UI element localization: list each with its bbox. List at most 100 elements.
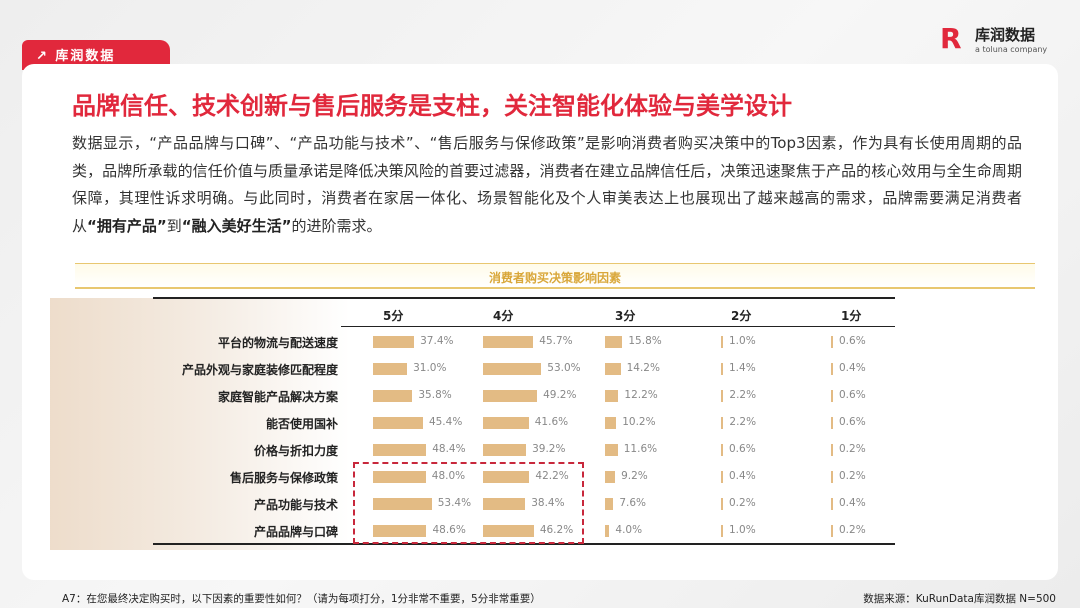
bar [373,444,427,456]
para-bold: “融入美好生活” [181,216,292,235]
column-header: 2分 [731,309,752,323]
chart-title: 消费者购买决策影响因素 [488,271,621,285]
bar [831,363,833,375]
para-text: 数据显示，“产品品牌与口碑”、“产品功能与技术”、“售后服务与保修政策”是影响消… [72,134,1022,235]
column-header: 1分 [841,309,862,323]
bar [721,417,724,429]
bar [721,390,724,402]
bar [373,363,408,375]
category-label: 能否使用国补 [265,417,338,431]
data-label: 49.2% [543,389,577,401]
brand-tag-label: 库润数据 [55,49,116,64]
data-label: 53.0% [547,362,581,374]
data-label: 0.6% [839,335,866,347]
bar [373,417,423,429]
data-label: 37.4% [420,335,454,347]
bar [373,525,427,537]
bar [483,417,529,429]
category-label: 产品功能与技术 [253,498,338,512]
data-label: 0.6% [729,443,756,455]
data-label: 45.7% [539,335,573,347]
data-label: 38.4% [531,497,565,509]
summary-paragraph: 数据显示，“产品品牌与口碑”、“产品功能与技术”、“售后服务与保修政策”是影响消… [72,130,1022,240]
bar [831,417,833,429]
data-label: 53.4% [437,497,472,509]
data-label: 2.2% [729,416,757,428]
data-label: 1.4% [729,362,756,374]
column-header: 4分 [493,309,514,323]
bar [721,336,723,348]
logo-sub: a toluna company [975,45,1048,54]
para-text: 的进阶需求。 [291,216,382,235]
data-label: 0.2% [839,524,866,536]
data-label: 0.2% [729,497,756,509]
bar [605,525,610,537]
bar [721,363,723,375]
data-label: 46.2% [539,524,574,536]
bar [605,417,617,429]
category-label: 价格与折扣力度 [253,444,338,458]
top3-highlight-box [353,462,584,544]
data-label: 0.4% [839,362,866,374]
bar [721,471,723,483]
data-label: 1.0% [729,335,756,347]
bar [831,390,833,402]
data-label: 42.2% [535,470,569,482]
data-source: 数据来源：KuRunData库润数据 N=500 [863,593,1056,605]
data-label: 45.4% [428,416,463,428]
bar [721,498,723,510]
bar [831,498,833,510]
data-label: 0.4% [729,470,756,482]
data-label: 9.2% [621,470,648,482]
bar [483,498,526,510]
data-label: 41.6% [534,416,569,428]
data-label: 11.6% [623,443,658,455]
para-text: 到 [166,216,182,235]
bar [373,471,426,483]
data-label: 0.2% [839,470,866,482]
bar [483,363,542,375]
bar [831,336,833,348]
footnote-question: A7：在您最终决定购买时，以下因素的重要性如何？（请为每项打分，1分非常不重要，… [62,593,541,605]
para-bold: “拥有产品” [87,216,167,235]
data-label: 2.2% [729,389,757,401]
column-header: 3分 [615,309,636,323]
category-label: 产品品牌与口碑 [253,525,338,539]
bar [373,498,432,510]
bar [605,363,621,375]
bar [831,444,833,456]
bar [831,471,833,483]
data-label: 48.4% [432,443,466,455]
data-label: 0.2% [839,443,866,455]
bar [605,390,619,402]
category-label: 售后服务与保修政策 [229,471,338,485]
bar [373,336,415,348]
data-label: 14.2% [626,362,660,374]
bar [605,498,614,510]
data-label: 31.0% [413,362,447,374]
data-label: 7.6% [619,497,647,509]
data-label: 4.0% [615,524,643,536]
page-title: 品牌信任、技术创新与售后服务是支柱，关注智能化体验与美学设计 [72,92,792,120]
bar [373,390,413,402]
column-header: 5分 [383,309,404,323]
data-label: 1.0% [729,524,756,536]
data-label: 0.6% [839,389,866,401]
bar [483,525,534,537]
logo: R 库润数据 a toluna company [940,22,1048,55]
data-label: 39.2% [532,443,566,455]
data-label: 12.2% [624,389,658,401]
category-label: 产品外观与家庭装修匹配程度 [181,363,338,377]
bar [483,336,534,348]
logo-r-icon: R [940,22,962,55]
bar [831,525,833,537]
bar [605,444,618,456]
header-divider [341,326,895,327]
category-label: 平台的物流与配送速度 [217,336,338,350]
chart-table: 5分 4分 3分 2分 1分 平台的物流与配送速度 37.4% 45.7% 15.8% 1.0% 0… [153,297,895,545]
data-label: 0.4% [839,497,866,509]
data-label: 48.0% [431,470,466,482]
data-label: 0.6% [839,416,866,428]
background-photo [50,298,350,550]
bar [721,525,723,537]
